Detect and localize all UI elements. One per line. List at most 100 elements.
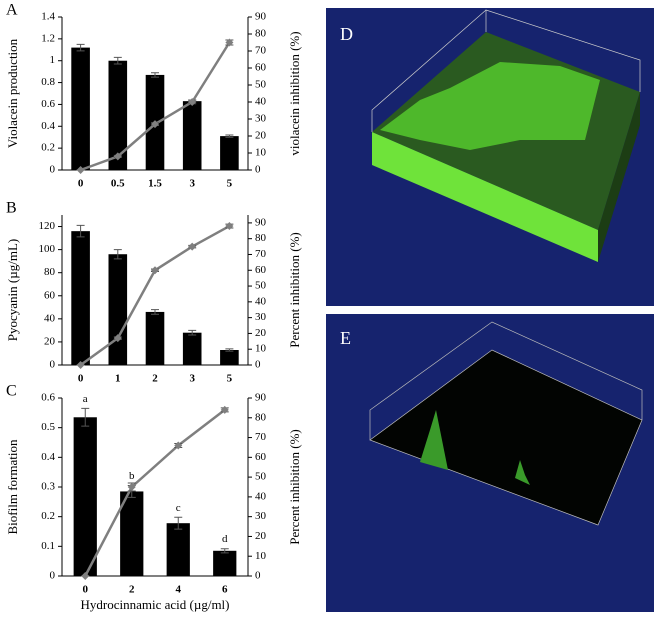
panel-label: C xyxy=(6,383,17,400)
bar xyxy=(145,311,165,365)
line-marker xyxy=(151,120,159,129)
y2-tick-label: 80 xyxy=(255,232,267,244)
y2-tick-label: 90 xyxy=(255,392,267,404)
panel-label: E xyxy=(340,328,351,348)
panel-label: B xyxy=(6,200,17,217)
surface-peaks xyxy=(380,62,600,150)
y-tick-label: 0.4 xyxy=(41,451,55,463)
y-tick-label: 0.6 xyxy=(41,98,55,110)
chart: B0204060801001200102030405060708090Pyocy… xyxy=(5,200,302,385)
y2-tick-label: 30 xyxy=(255,311,267,323)
error-bar xyxy=(76,224,85,238)
y-tick-label: 0.5 xyxy=(41,421,55,433)
surface-front xyxy=(372,132,598,262)
y2-tick-label: 10 xyxy=(255,343,267,355)
x-tick-label: 0 xyxy=(83,584,89,596)
error-bar xyxy=(81,407,90,427)
y-tick-label: 1.2 xyxy=(41,32,55,44)
y-tick-label: 0.4 xyxy=(41,120,55,132)
x-axis-label: Hydrocinnamic acid (µg/ml) xyxy=(81,597,230,612)
y2-tick-label: 10 xyxy=(255,147,267,159)
y2-tick-label: 40 xyxy=(255,96,267,108)
y-tick-label: 0 xyxy=(50,570,56,582)
y2-tick-label: 0 xyxy=(255,359,261,371)
peak xyxy=(515,460,530,485)
line-marker xyxy=(113,152,122,161)
y-tick-label: 0.6 xyxy=(41,392,55,404)
error-bar xyxy=(188,329,197,336)
chart: C00.10.20.30.40.50.60102030405060708090B… xyxy=(5,383,302,612)
bar xyxy=(73,417,97,576)
chart: A00.20.40.60.811.21.40102030405060708090… xyxy=(5,2,302,190)
y2-axis-label: violacein inhibition (%) xyxy=(287,31,302,155)
y-tick-label: 0.2 xyxy=(41,142,55,154)
error-bar xyxy=(220,548,229,554)
y2-tick-label: 50 xyxy=(255,471,267,483)
line-marker xyxy=(188,98,197,106)
y2-tick-label: 80 xyxy=(255,411,267,423)
y2-tick-label: 50 xyxy=(255,280,267,292)
panel-e: E xyxy=(326,314,654,612)
y-tick-label: 120 xyxy=(39,220,56,232)
panel-label: D xyxy=(340,24,353,44)
y2-tick-label: 0 xyxy=(255,164,261,176)
y2-tick-label: 30 xyxy=(255,113,267,125)
y-tick-label: 0 xyxy=(50,359,56,371)
box-edge xyxy=(371,9,487,132)
y2-tick-label: 50 xyxy=(255,79,267,91)
y2-tick-label: 60 xyxy=(255,62,267,74)
y-tick-label: 0 xyxy=(50,164,56,176)
line-marker xyxy=(127,483,136,491)
y-tick-label: 80 xyxy=(44,266,56,278)
error-bar xyxy=(151,309,159,315)
peak xyxy=(420,410,448,470)
annotation: d xyxy=(222,533,228,545)
x-tick-label: 5 xyxy=(227,178,233,190)
line-marker xyxy=(174,441,183,450)
panel-label: A xyxy=(6,2,18,19)
surface-side xyxy=(598,92,640,262)
x-tick-label: 0 xyxy=(78,373,84,385)
error-bar xyxy=(174,516,183,530)
y2-tick-label: 90 xyxy=(255,216,267,228)
bar xyxy=(182,101,202,170)
y-tick-label: 0.8 xyxy=(41,76,55,88)
line-marker xyxy=(113,334,122,343)
y-axis-label: Violacein production xyxy=(5,38,20,148)
y2-tick-label: 30 xyxy=(255,510,267,522)
y2-tick-label: 80 xyxy=(255,28,267,40)
x-tick-label: 2 xyxy=(129,584,135,596)
y-tick-label: 0.2 xyxy=(41,510,55,522)
bar xyxy=(108,254,128,365)
box-edge xyxy=(369,321,643,440)
panel-d: D xyxy=(326,8,654,306)
y2-tick-label: 70 xyxy=(255,45,267,57)
y2-tick-label: 10 xyxy=(255,550,267,562)
line-marker xyxy=(188,242,197,251)
y-tick-label: 1.4 xyxy=(41,11,55,23)
y2-tick-label: 70 xyxy=(255,431,267,443)
line-marker xyxy=(151,266,159,275)
bar xyxy=(213,550,237,576)
y-tick-label: 0.3 xyxy=(41,481,55,493)
y2-tick-label: 0 xyxy=(255,570,261,582)
y-tick-label: 40 xyxy=(44,312,56,324)
y2-tick-label: 20 xyxy=(255,327,267,339)
bar xyxy=(120,491,144,576)
y2-tick-label: 60 xyxy=(255,264,267,276)
x-tick-label: 0.5 xyxy=(111,178,125,190)
y2-axis-label: Percent inhibition (%) xyxy=(287,232,302,348)
x-tick-label: 0 xyxy=(78,178,84,190)
x-tick-label: 5 xyxy=(227,373,233,385)
box-edge xyxy=(485,9,641,92)
y-axis-label: Biofilm formation xyxy=(5,439,20,534)
bar xyxy=(166,523,190,576)
bar xyxy=(108,60,128,170)
y2-tick-label: 40 xyxy=(255,490,267,502)
bar xyxy=(220,350,239,365)
line xyxy=(84,408,226,577)
y2-tick-label: 90 xyxy=(255,11,267,23)
x-tick-label: 2 xyxy=(152,373,158,385)
y2-tick-label: 20 xyxy=(255,530,267,542)
